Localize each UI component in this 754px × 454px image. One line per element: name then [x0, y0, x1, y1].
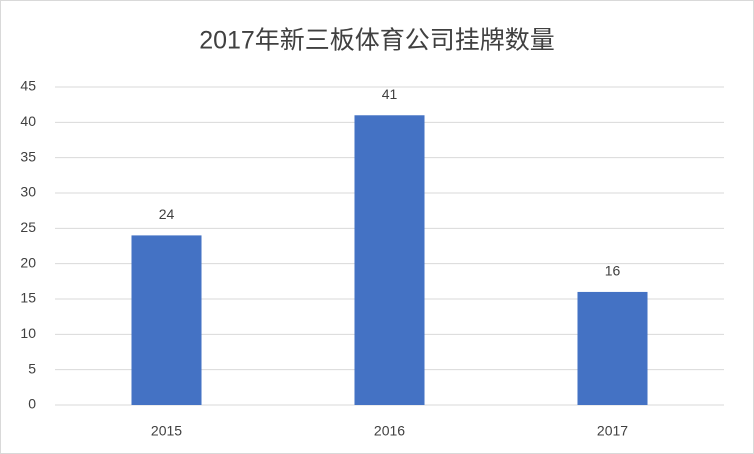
x-tick-label: 2015 — [151, 423, 182, 439]
x-tick-label: 2017 — [597, 423, 628, 439]
chart-title: 2017年新三板体育公司挂牌数量 — [199, 27, 555, 55]
y-tick-label: 45 — [20, 78, 36, 94]
y-tick-label: 15 — [20, 290, 36, 306]
y-tick-label: 20 — [20, 254, 36, 270]
data-label: 24 — [159, 206, 175, 222]
y-tick-label: 0 — [28, 396, 36, 412]
bar — [354, 115, 425, 406]
y-tick-label: 5 — [28, 360, 36, 376]
data-label: 41 — [382, 86, 398, 102]
y-tick-label: 30 — [20, 184, 36, 200]
x-tick-label: 2016 — [374, 423, 405, 439]
y-tick-label: 10 — [20, 325, 36, 341]
y-tick-label: 40 — [20, 113, 36, 129]
y-tick-label: 25 — [20, 219, 36, 235]
data-label: 16 — [605, 263, 621, 279]
y-tick-label: 35 — [20, 148, 36, 164]
bar — [577, 291, 648, 405]
bar — [131, 235, 202, 405]
